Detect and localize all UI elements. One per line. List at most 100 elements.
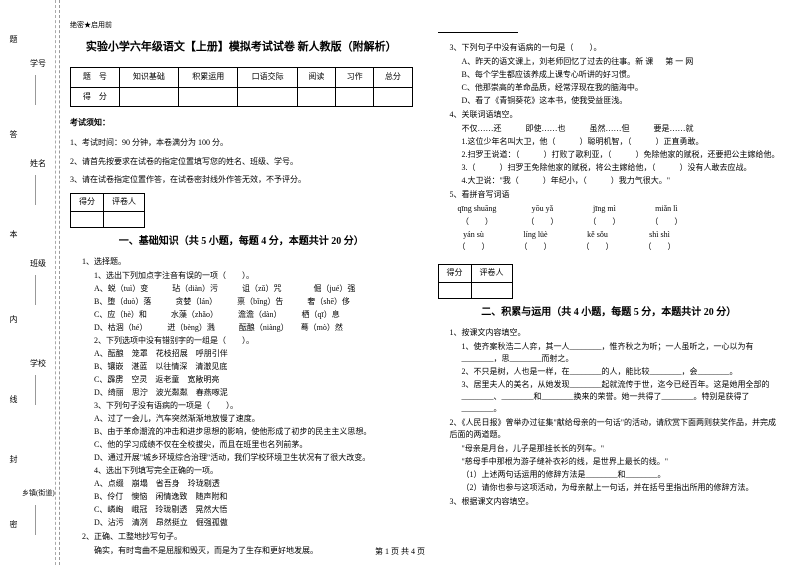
pinyin-row2: yán sù（ ） líng lüè（ ） kě sǒu（ ） shì shì（… [458, 229, 781, 255]
s2-q2-l1: "母亲是月台，儿子是那挂长长的列车。" [462, 443, 781, 455]
answer-line[interactable] [438, 23, 518, 33]
score-cell[interactable] [336, 87, 374, 107]
score-box: 得分评卷人 [70, 193, 145, 228]
side-label-3: 学校 [30, 358, 46, 369]
box-blank[interactable] [104, 212, 145, 228]
section2-title: 二、积累与运用（共 4 小题，每题 5 分，本题共计 20 分） [438, 305, 781, 321]
box-c1: 得分 [71, 194, 104, 212]
score-cell[interactable] [179, 87, 238, 107]
th-1: 知识基础 [119, 67, 178, 87]
score-box-2: 得分评卷人 [438, 264, 513, 299]
box-blank[interactable] [71, 212, 104, 228]
s2-q3: 3、根据课文内容填空。 [450, 496, 781, 508]
q4-i3: 3.（ ）扫罗王免除他家的赋税，将公主嫁给他，（ ）没有人敢去应战。 [462, 162, 781, 174]
q1-opt-b: B、堕（duò）落 贪婪（lán） 禀（bǐng）告 奢（shē）侈 [94, 296, 413, 308]
q3-stem: 3、下列句子中没有语病的一句是（ ）。 [450, 42, 781, 54]
side-label-0: 学号 [30, 58, 46, 69]
side-line-2 [35, 275, 36, 305]
notice-title: 考试须知： [70, 117, 413, 130]
py-3: miǎn lì（ ） [650, 203, 682, 229]
py2-0: yán sù（ ） [458, 229, 490, 255]
py-1: yōu yǎ（ ） [526, 203, 558, 229]
th-0: 题 号 [71, 67, 120, 87]
s2-q2-l3: （1）上述两句话运用的修辞方法是________和________。 [462, 469, 781, 481]
q1-opt4-d: D、沾污 清冽 昂然挺立 倔强孤傲 [94, 517, 413, 529]
q2-stem: 2、正确、工整地抄写句子。 [82, 531, 413, 543]
side-vert-4: 线 [8, 395, 19, 403]
score-table: 题 号 知识基础 积累运用 口语交际 阅读 习作 总分 得 分 [70, 67, 413, 108]
box2-blank[interactable] [471, 282, 512, 298]
right-column: 3、下列句子中没有语病的一句是（ ）。 A、昨天的语文课上，刘老师回忆了过去的往… [438, 20, 781, 558]
box-c2: 评卷人 [104, 194, 145, 212]
pinyin-row1: qīng shuāng（ ） yōu yǎ（ ） jīng mì（ ） miǎn… [458, 203, 781, 229]
side-line-3 [35, 375, 36, 405]
side-vert-5: 封 [8, 455, 19, 463]
q1-opt4-c: C、嶙峋 峨冠 玲珑剔透 晃然大悟 [94, 504, 413, 516]
s2-q1-i1: 1、使齐案秋浩二人弈，其一人________，惟齐秋之为听；一人虽听之，一心以为… [462, 341, 781, 365]
py-2: jīng mì（ ） [588, 203, 620, 229]
q4-i1: 1.这位少年名叫大卫，他（ ）聪明机智，（ ）正直勇敢。 [462, 136, 781, 148]
box2-c1: 得分 [438, 265, 471, 283]
side-line-0 [35, 75, 36, 105]
side-vert-0: 题 [8, 35, 19, 43]
sidebar: 题 答 本 内 线 封 密 学号 姓名 班级 学校 乡镇(街道) [0, 0, 60, 565]
s2-q1-stem: 1、按课文内容填空。 [450, 327, 781, 339]
s2-q1-i2: 2、不只是树，人也是一样，在________的人，能比较________，会__… [462, 366, 781, 378]
q3-opt-b: B、每个学生都应该养成上课专心听讲的好习惯。 [462, 69, 781, 81]
th-6: 总分 [374, 67, 412, 87]
q1-opt2-a: A、酝酿 笼罩 花枝招展 呼朋引伴 [94, 348, 413, 360]
q4-i4: 4.大卫说："我（ ）年纪小，（ ）我力气很大。" [462, 175, 781, 187]
q1-opt3-a: A、过了一会儿，汽车突然渐渐地放慢了速度。 [94, 413, 413, 425]
fold-line [55, 0, 56, 565]
side-line-4 [35, 505, 36, 535]
box2-c2: 评卷人 [471, 265, 512, 283]
content: 绝密★启用前 实验小学六年级语文【上册】模拟考试试卷 新人教版（附解析） 题 号… [70, 20, 780, 558]
score-cell[interactable] [374, 87, 412, 107]
th-2: 积累运用 [179, 67, 238, 87]
side-label-4: 乡镇(街道) [22, 488, 55, 498]
notice-2: 2、请首先按要求在试卷的指定位置填写您的姓名、班级、学号。 [70, 155, 413, 169]
s2-q2-l4: （2）请你也参与这项活动，为母亲献上一句话，并在括号里指出所用的修辞方法。 [462, 482, 781, 494]
py2-3: shì shì（ ） [644, 229, 676, 255]
side-vert-3: 内 [8, 315, 19, 323]
q1-sub4: 4、选出下列填写完全正确的一项。 [94, 465, 413, 477]
q1-opt2-b: B、镶嵌 湛蓝 以往情深 清澈见底 [94, 361, 413, 373]
q1-opt2-d: D、绮丽 思泞 波光粼粼 春燕啄泥 [94, 387, 413, 399]
q1-stem: 1、选择题。 [82, 256, 413, 268]
q5-stem: 5、看拼音写词语 [450, 189, 781, 201]
q4-i2: 2.扫罗王说道：（ ）打败了歌利亚，（ ）免除他家的赋税，还要把公主嫁给他。 [462, 149, 781, 161]
side-vert-6: 密 [8, 520, 19, 528]
s2-q1-i3: 3、居里夫人的美名，从她发现________起就流传于世，迄今已经百年。这是她用… [462, 379, 781, 415]
exam-title: 实验小学六年级语文【上册】模拟考试试卷 新人教版（附解析） [70, 39, 413, 57]
q1-sub2: 2、下列选项中没有错别字的一组是（ ）。 [94, 335, 413, 347]
q4-line: 不仅……还 即使……也 虽然……但 要是……就 [462, 123, 781, 135]
page: 题 答 本 内 线 封 密 学号 姓名 班级 学校 乡镇(街道) 绝密★启用前 … [0, 0, 800, 565]
side-vert-2: 本 [8, 230, 19, 238]
q4-stem: 4、关联词语填空。 [450, 109, 781, 121]
score-cell[interactable] [119, 87, 178, 107]
py2-1: líng lüè（ ） [520, 229, 552, 255]
side-vert-1: 答 [8, 130, 19, 138]
q1-opt-c: C、应（hè）和 水藻（zhǎo） 澹澹（dàn） 栖（qī）息 [94, 309, 413, 321]
py-0: qīng shuāng（ ） [458, 203, 497, 229]
py2-2: kě sǒu（ ） [582, 229, 614, 255]
q3-opt-c: C、他那崇高的革命品质，经常浮现在我的脑海中。 [462, 82, 781, 94]
score-cell[interactable] [238, 87, 297, 107]
notice-3: 3、请在试卷指定位置作答，在试卷密封线外作答无效，不予评分。 [70, 173, 413, 187]
score-label: 得 分 [71, 87, 120, 107]
q1-opt4-a: A、点缀 崩塌 省吾身 玲珑剔透 [94, 478, 413, 490]
q1-opt-a: A、蜕（tuì）变 玷（diàn）污 诅（zǔ）咒 倔（jué）强 [94, 283, 413, 295]
q3-opt-d: D、看了《青铜葵花》这本书，使我受益匪浅。 [462, 95, 781, 107]
left-column: 绝密★启用前 实验小学六年级语文【上册】模拟考试试卷 新人教版（附解析） 题 号… [70, 20, 413, 558]
secret-label: 绝密★启用前 [70, 20, 413, 31]
side-label-2: 班级 [30, 258, 46, 269]
q3-opt-a: A、昨天的语文课上，刘老师回忆了过去的往事。新 课 第 一 网 [462, 56, 781, 68]
section1-title: 一、基础知识（共 5 小题，每题 4 分，本题共计 20 分） [70, 234, 413, 250]
q1-opt4-b: B、伶仃 懊恼 闲情逸致 随声附和 [94, 491, 413, 503]
q1-opt3-c: C、他的学习成绩不仅在全校拔尖，而且在班里也名列前茅。 [94, 439, 413, 451]
box2-blank[interactable] [438, 282, 471, 298]
q1-sub1: 1、选出下列加点字注音有误的一项（ ）。 [94, 270, 413, 282]
th-4: 阅读 [297, 67, 335, 87]
score-cell[interactable] [297, 87, 335, 107]
page-footer: 第 1 页 共 4 页 [0, 546, 800, 557]
